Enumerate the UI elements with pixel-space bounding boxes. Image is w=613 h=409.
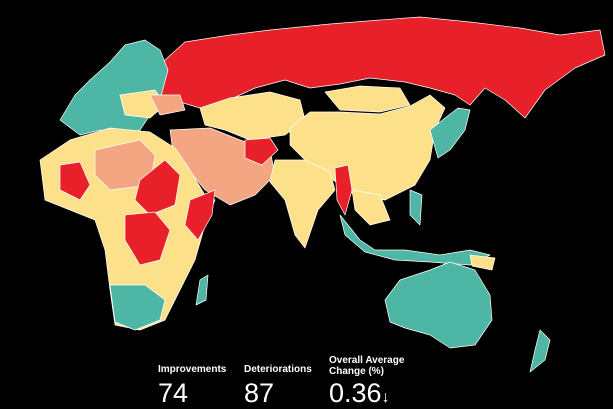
average-change-value-row: 0.36↓ [329,378,390,409]
region-myanmar[interactable] [334,164,353,216]
improvements-label: Improvements [158,364,227,375]
region-southern-africa[interactable] [109,284,166,331]
region-afghanistan[interactable] [244,137,279,166]
region-new-zealand[interactable] [529,329,551,373]
region-papua[interactable] [469,254,496,271]
region-australia[interactable] [384,261,493,349]
arrow-down-icon: ↓ [381,389,390,406]
deteriorations-stat: Deteriorations 87 [244,364,312,408]
average-change-label: Overall Average Change (%) [329,355,405,377]
average-change-value: 0.36 [329,378,382,408]
average-change-stat: Overall Average Change (%) 0.36↓ [329,355,409,408]
region-mongolia[interactable] [324,85,411,113]
region-horn[interactable] [184,189,216,241]
region-philippines[interactable] [409,189,423,226]
region-europe[interactable] [59,39,169,139]
improvements-value: 74 [158,378,189,408]
region-korea-japan[interactable] [429,107,471,159]
deteriorations-value: 87 [244,378,275,408]
region-madagascar[interactable] [195,274,209,306]
region-indonesia[interactable] [339,214,491,266]
region-india[interactable] [269,159,336,249]
region-ukraine[interactable] [149,94,186,116]
deteriorations-label: Deteriorations [244,364,312,375]
region-sudan[interactable] [134,159,181,216]
region-russia[interactable] [149,16,606,119]
region-southeast-asia[interactable] [351,189,391,226]
region-drc[interactable] [124,211,171,266]
region-sahel-west[interactable] [59,161,91,201]
improvements-stat: Improvements 74 [158,364,227,408]
